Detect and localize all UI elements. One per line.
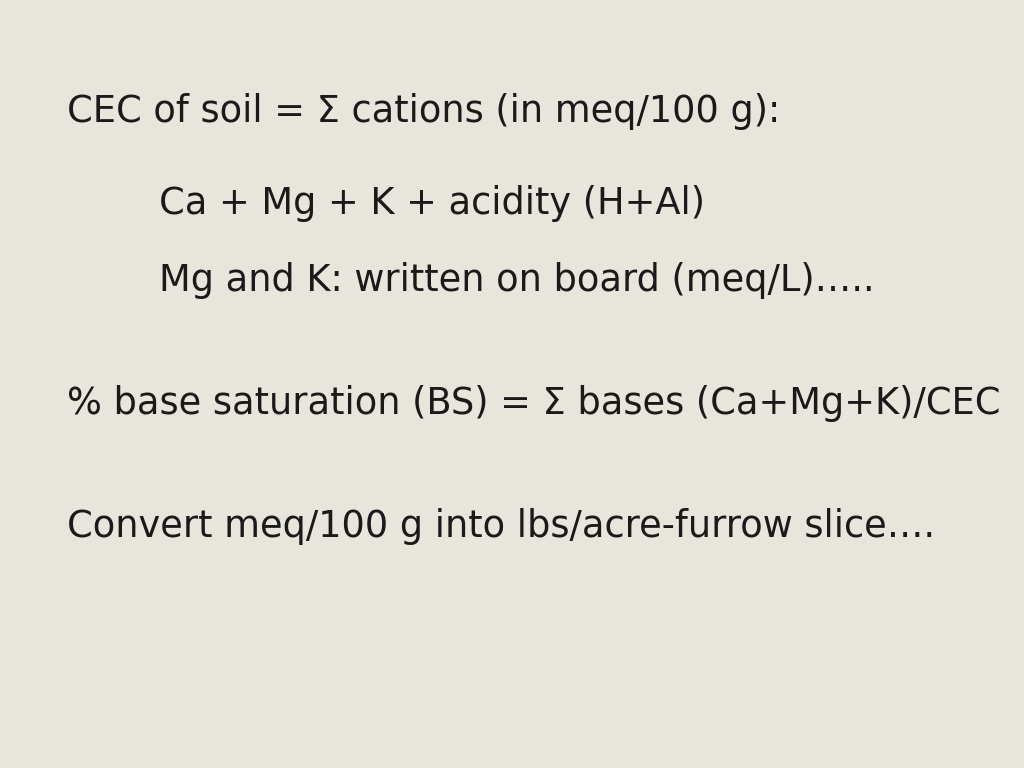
- Text: CEC of soil = Σ cations (in meq/100 g):: CEC of soil = Σ cations (in meq/100 g):: [67, 93, 780, 130]
- Text: Convert meq/100 g into lbs/acre-furrow slice….: Convert meq/100 g into lbs/acre-furrow s…: [67, 508, 935, 545]
- Text: Mg and K: written on board (meq/L)…..: Mg and K: written on board (meq/L)…..: [159, 262, 874, 299]
- Text: % base saturation (BS) = Σ bases (Ca+Mg+K)/CEC: % base saturation (BS) = Σ bases (Ca+Mg+…: [67, 385, 1000, 422]
- Text: Ca + Mg + K + acidity (H+Al): Ca + Mg + K + acidity (H+Al): [159, 185, 705, 222]
